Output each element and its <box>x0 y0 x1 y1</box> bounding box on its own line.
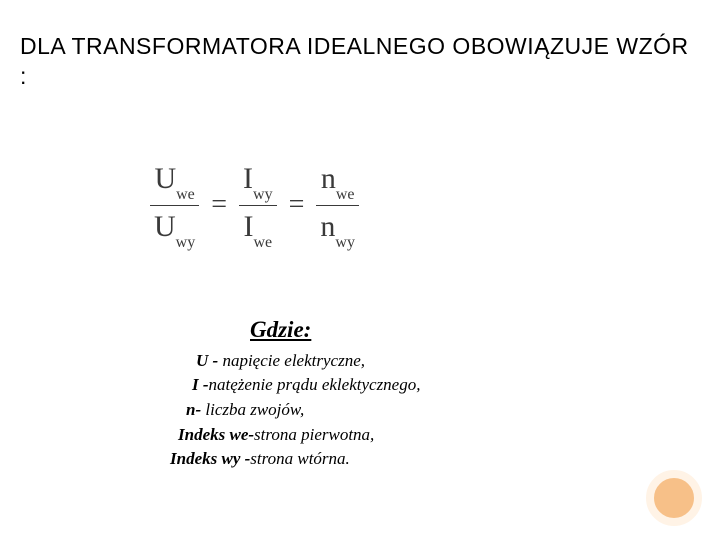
def-text: liczba zwojów, <box>205 400 304 419</box>
frac1-bar <box>150 205 199 206</box>
frac2-den-sub: we <box>253 234 272 251</box>
def-symbol: I - <box>192 375 209 394</box>
def-text: strona pierwotna, <box>254 425 374 444</box>
frac1-den-sub: wy <box>176 234 196 251</box>
frac1-num-base: U <box>154 162 176 195</box>
fraction-uwe-uwy: Uwe Uwy <box>150 162 199 249</box>
definition-row: n- liczba zwojów, <box>186 398 700 423</box>
frac3-bar <box>316 205 359 206</box>
slide: DLA TRANSFORMATORA IDEALNEGO OBOWIĄZUJE … <box>0 0 720 540</box>
frac2-bar <box>239 205 277 206</box>
frac1-den-base: U <box>154 210 176 243</box>
def-symbol: Indeks wy - <box>170 449 250 468</box>
frac3-num: nwe <box>317 162 359 201</box>
frac3-den-sub: wy <box>335 234 355 251</box>
frac1-den: Uwy <box>150 210 199 249</box>
frac1-num: Uwe <box>150 162 198 201</box>
def-text: strona wtórna. <box>250 449 350 468</box>
definitions-block: Gdzie: U - napięcie elektryczne, I -natę… <box>20 317 700 472</box>
frac2-num: Iwy <box>239 162 277 201</box>
def-text: natężenie prądu eklektycznego, <box>209 375 421 394</box>
def-text: napięcie elektryczne, <box>222 351 365 370</box>
definition-row: I -natężenie prądu eklektycznego, <box>192 373 700 398</box>
definitions-list: U - napięcie elektryczne, I -natężenie p… <box>20 349 700 472</box>
frac2-den-base: I <box>243 210 253 243</box>
definition-row: Indeks we-strona pierwotna, <box>178 423 700 448</box>
slide-title: DLA TRANSFORMATORA IDEALNEGO OBOWIĄZUJE … <box>20 32 700 92</box>
frac3-num-sub: we <box>336 186 355 203</box>
definition-row: Indeks wy -strona wtórna. <box>170 447 700 472</box>
frac2-num-sub: wy <box>253 186 273 203</box>
fraction-iwy-iwe: Iwy Iwe <box>239 162 277 249</box>
frac3-den: nwy <box>316 210 359 249</box>
def-symbol: Indeks we- <box>178 425 254 444</box>
gdzie-label: Gdzie: <box>250 317 700 343</box>
def-symbol: n- <box>186 400 205 419</box>
transformer-formula: Uwe Uwy = Iwy Iwe = nwe <box>150 162 700 249</box>
definition-row: U - napięcie elektryczne, <box>196 349 700 374</box>
frac1-num-sub: we <box>176 186 195 203</box>
def-symbol: U - <box>196 351 222 370</box>
frac2-num-base: I <box>243 162 253 195</box>
frac3-den-base: n <box>320 210 335 243</box>
fraction-nwe-nwy: nwe nwy <box>316 162 359 249</box>
formula-area: Uwe Uwy = Iwy Iwe = nwe <box>150 162 700 249</box>
frac2-den: Iwe <box>239 210 276 249</box>
equals-1: = <box>211 189 227 221</box>
decorative-circle-icon <box>646 470 702 526</box>
frac3-num-base: n <box>321 162 336 195</box>
equals-2: = <box>289 189 305 221</box>
